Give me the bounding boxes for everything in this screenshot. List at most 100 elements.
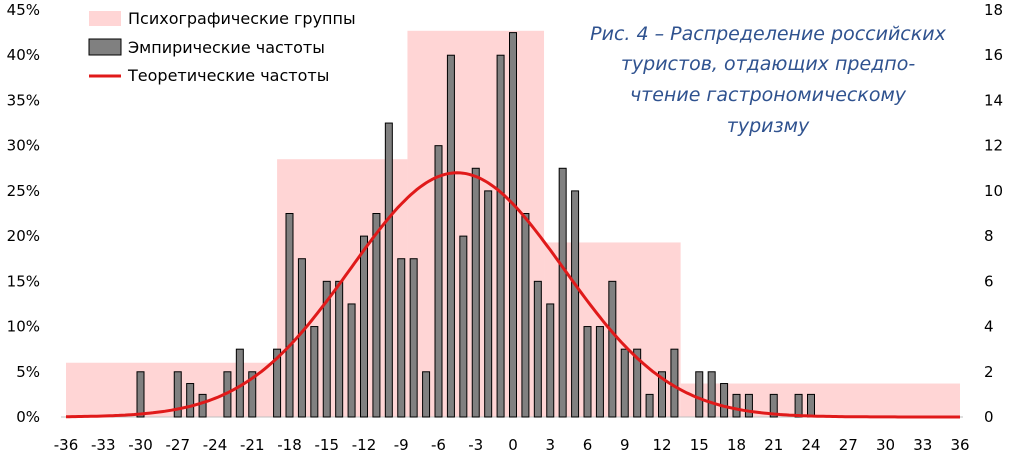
y-right-tick-label: 8 <box>984 227 994 245</box>
empirical-bar <box>769 393 778 418</box>
y-right-tick-label: 6 <box>984 272 994 290</box>
x-tick-label: -3 <box>468 436 483 454</box>
empirical-bar <box>347 303 356 418</box>
empirical-bar <box>248 371 257 418</box>
empirical-bar <box>533 280 542 418</box>
x-tick-label: -33 <box>91 436 116 454</box>
x-tick-label: 3 <box>545 436 555 454</box>
empirical-bar <box>509 32 517 418</box>
legend-label-groups: Психографические группы <box>128 9 356 28</box>
y-right-tick-label: 14 <box>984 91 1003 109</box>
x-tick-label: 21 <box>764 436 783 454</box>
legend: Психографические группы Эмпирические час… <box>88 9 356 85</box>
y-left-tick-label: 35% <box>7 91 40 109</box>
empirical-bar <box>360 235 368 418</box>
empirical-bar <box>744 393 753 418</box>
empirical-bar <box>297 258 306 418</box>
y-left-tick-label: 10% <box>7 318 40 336</box>
empirical-bar <box>595 326 604 418</box>
empirical-bar <box>732 393 741 418</box>
empirical-bar <box>136 371 145 418</box>
legend-label-theoretical: Теоретические частоты <box>127 66 329 85</box>
title-line-2: туристов, отдающих предпо- <box>621 53 915 75</box>
empirical-bar <box>558 167 567 418</box>
tick-labels-layer: -36 -33 -30 -27 -24 -21 -18 -15 -12 -9 -6 -3 0 3 6 9 12 1… <box>7 1 1003 454</box>
empirical-bar <box>409 258 418 418</box>
x-tick-label: -18 <box>277 436 302 454</box>
empirical-bar <box>372 213 381 418</box>
empirical-bar <box>658 371 666 418</box>
empirical-bar <box>173 371 182 418</box>
x-tick-label: -6 <box>431 436 446 454</box>
empirical-bar <box>384 122 393 418</box>
x-tick-label: 24 <box>801 436 820 454</box>
title-line-1: Рис. 4 – Распределение российских <box>590 23 946 45</box>
x-tick-label: 30 <box>876 436 895 454</box>
y-right-tick-label: 2 <box>984 363 994 381</box>
x-tick-label: 27 <box>839 436 858 454</box>
x-tick-label: -24 <box>203 436 228 454</box>
empirical-bar <box>571 190 580 418</box>
theoretical-curve <box>66 171 960 419</box>
y-left-tick-label: 5% <box>16 363 40 381</box>
empirical-bar <box>459 235 468 418</box>
x-tick-label: -21 <box>240 436 265 454</box>
empirical-bar <box>273 348 282 418</box>
x-tick-label: 33 <box>913 436 932 454</box>
x-tick-label: -15 <box>315 436 340 454</box>
empirical-bar <box>285 213 294 418</box>
empirical-bar <box>546 303 555 418</box>
empirical-bar <box>471 167 480 418</box>
empirical-bar <box>645 393 654 418</box>
empirical-bar <box>707 371 716 418</box>
empirical-bar <box>807 393 815 418</box>
empirical-bar <box>198 393 207 418</box>
legend-swatch-empirical <box>88 38 122 56</box>
x-tick-label: 6 <box>583 436 593 454</box>
y-left-tick-label: 45% <box>7 1 40 19</box>
legend-label-empirical: Эмпирические частоты <box>128 38 325 57</box>
empirical-bar <box>496 54 505 418</box>
chart-title: Рис. 4 – Распределение российских турист… <box>590 23 946 137</box>
x-tick-label: 9 <box>620 436 630 454</box>
empirical-bar <box>484 190 493 418</box>
empirical-bar <box>620 348 629 418</box>
empirical-bar <box>583 326 592 418</box>
y-left-tick-label: 15% <box>7 272 40 290</box>
y-left-tick-label: 30% <box>7 137 40 155</box>
x-tick-label: -9 <box>394 436 409 454</box>
empirical-bar <box>310 326 319 418</box>
empirical-bar <box>322 280 331 418</box>
legend-swatch-groups <box>89 11 121 26</box>
x-tick-label: 36 <box>950 436 969 454</box>
y-right-tick-label: 12 <box>984 137 1003 155</box>
x-tick-label: 12 <box>652 436 671 454</box>
x-tick-label: -36 <box>54 436 79 454</box>
empirical-bar <box>397 258 406 418</box>
x-tick-label: 15 <box>690 436 709 454</box>
empirical-bar <box>422 371 431 418</box>
x-tick-label: 0 <box>508 436 518 454</box>
title-line-3: чтение гастрономическому <box>630 84 907 106</box>
empirical-bar <box>720 383 729 418</box>
y-right-tick-label: 18 <box>984 1 1003 19</box>
empirical-bar <box>335 280 344 418</box>
empirical-bar <box>794 393 803 418</box>
x-tick-label: -30 <box>128 436 153 454</box>
y-left-tick-label: 0% <box>16 408 40 426</box>
empirical-bar <box>608 280 617 418</box>
empirical-bar <box>434 145 443 418</box>
empirical-bar <box>521 213 530 418</box>
empirical-bar <box>695 371 704 418</box>
y-right-tick-label: 4 <box>984 318 994 336</box>
x-tick-label: 18 <box>727 436 746 454</box>
y-right-tick-label: 16 <box>984 46 1003 64</box>
empirical-bar <box>633 348 642 418</box>
x-tick-label: -12 <box>352 436 377 454</box>
y-left-tick-label: 25% <box>7 182 40 200</box>
empirical-bar <box>446 54 455 418</box>
y-right-tick-label: 0 <box>984 408 994 426</box>
title-line-4: туризму <box>727 115 810 137</box>
x-tick-label: -27 <box>166 436 191 454</box>
